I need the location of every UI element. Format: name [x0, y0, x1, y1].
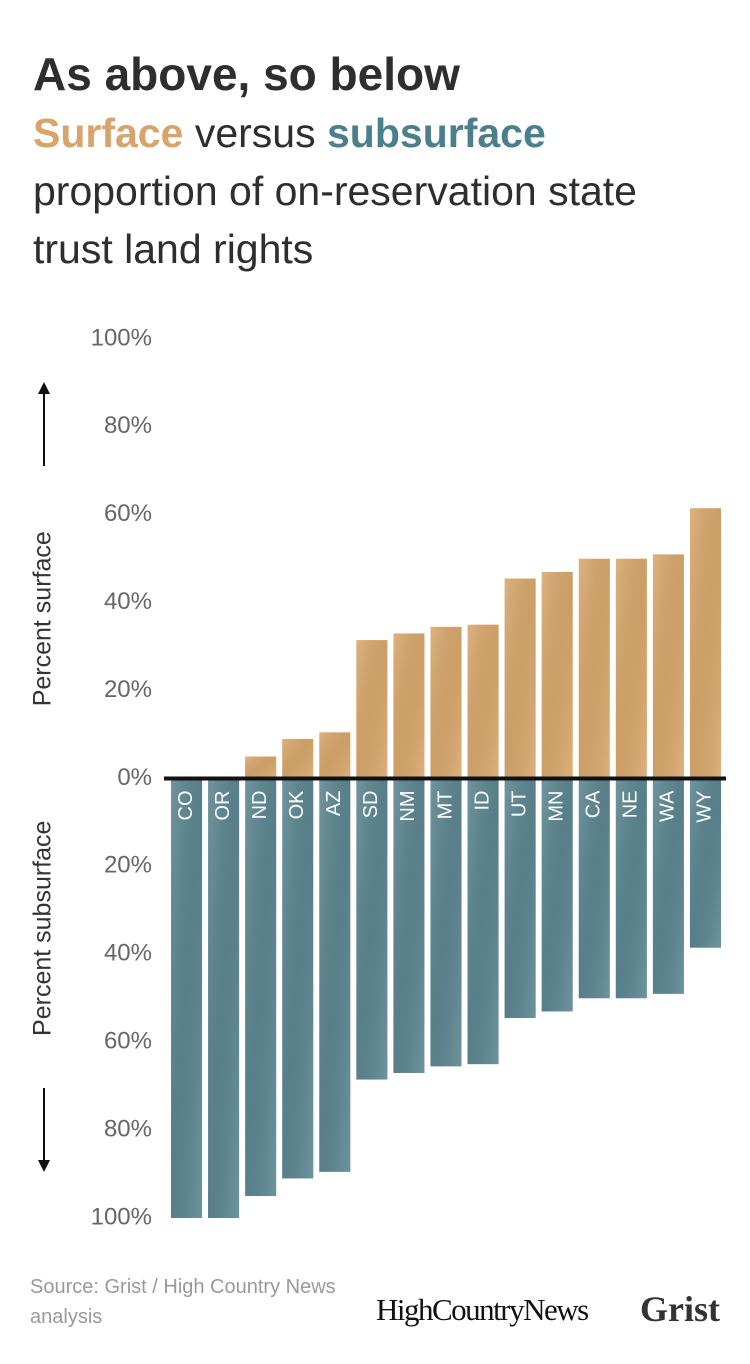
bar-texture — [578, 778, 610, 999]
subtitle-end: proportion of on-reservation state trust… — [33, 168, 637, 272]
category-label: ND — [249, 791, 271, 820]
category-label: NM — [397, 791, 419, 822]
bar-texture — [319, 732, 351, 779]
y-tick-label: 0% — [117, 764, 152, 791]
category-label: NE — [620, 791, 642, 819]
logo-grist: Grist — [640, 1289, 720, 1329]
bar-texture — [430, 778, 462, 1067]
category-label: WA — [657, 790, 679, 822]
subtitle-surface: Surface — [33, 110, 184, 156]
subtitle: Surface versus subsurface proportion of … — [33, 104, 723, 278]
bar-texture — [356, 778, 388, 1080]
subtitle-subsurface: subsurface — [327, 110, 546, 156]
category-label: CA — [583, 790, 605, 818]
y-tick-label: 60% — [104, 500, 152, 527]
bar-texture — [356, 640, 388, 779]
header: As above, so below Surface versus subsur… — [33, 44, 723, 278]
logo-hcn: HighCountryNews — [376, 1292, 589, 1327]
category-label: UT — [508, 791, 530, 818]
arrow-up-head — [38, 382, 50, 394]
y-tick-label: 60% — [104, 1028, 152, 1055]
category-label: MN — [545, 791, 567, 822]
category-label: ID — [471, 791, 493, 811]
bar-texture — [578, 558, 610, 779]
category-label: OR — [212, 791, 234, 821]
bar-texture — [615, 778, 647, 999]
bar-texture — [393, 633, 425, 779]
bar-texture — [282, 738, 314, 779]
bar-texture — [393, 778, 425, 1073]
y-axis-label-bottom: Percent subsurface — [29, 821, 57, 1036]
bar-texture — [615, 558, 647, 779]
bar-texture — [652, 778, 684, 994]
subtitle-middle: versus — [194, 110, 316, 156]
y-tick-label: 100% — [91, 324, 152, 351]
bar-texture — [430, 626, 462, 779]
y-tick-label: 20% — [104, 676, 152, 703]
y-tick-label: 20% — [104, 852, 152, 879]
bar-texture — [319, 778, 351, 1172]
category-label: CO — [175, 791, 197, 821]
category-label: OK — [286, 790, 308, 820]
y-tick-label: 100% — [91, 1203, 152, 1230]
bar-texture — [467, 624, 499, 779]
y-axis-label-top: Percent surface — [29, 531, 57, 706]
bar-texture — [541, 571, 573, 779]
bar-texture — [245, 756, 277, 779]
bar-texture — [689, 778, 721, 948]
bar-texture — [652, 554, 684, 779]
category-label: WY — [694, 791, 716, 823]
bar-texture — [282, 778, 314, 1179]
bar-texture — [171, 778, 203, 1218]
source: Source: Grist / High Country News analys… — [30, 1276, 336, 1328]
bar-texture — [467, 778, 499, 1065]
category-label: MT — [434, 791, 456, 820]
title: As above, so below — [33, 48, 460, 100]
y-tick-label: 80% — [104, 412, 152, 439]
category-label: AZ — [323, 791, 345, 817]
y-tick-label: 80% — [104, 1115, 152, 1142]
bar-texture — [208, 778, 240, 1218]
arrow-down-head — [38, 1160, 50, 1172]
category-label: SD — [360, 791, 382, 819]
bar-texture — [541, 778, 573, 1012]
bar-texture — [245, 778, 277, 1197]
bar-texture — [504, 578, 536, 779]
y-tick-label: 40% — [104, 940, 152, 967]
y-tick-label: 40% — [104, 588, 152, 615]
bar-texture — [689, 508, 721, 779]
bar-texture — [504, 778, 536, 1019]
